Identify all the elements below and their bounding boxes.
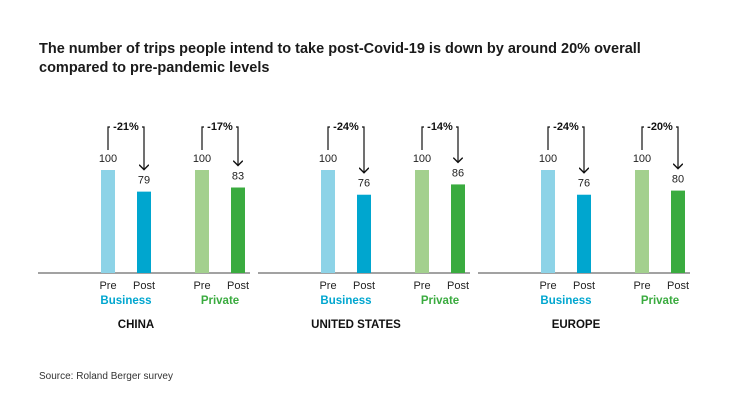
europe-private-pre-tick-label: Pre	[633, 280, 650, 292]
china-private-pre-value-label: 100	[193, 153, 211, 165]
europe-private-post-bar	[671, 190, 685, 273]
united-states-private-change-label-bg	[424, 118, 456, 132]
china-business-change-label-bg	[110, 118, 142, 132]
china-private-change-label: -17%	[207, 121, 233, 133]
europe-business-change-arrow	[547, 126, 584, 173]
china-business-pre-value-label: 100	[99, 153, 117, 165]
europe-region-label: EUROPE	[552, 319, 601, 331]
europe-business-post-tick-label: Post	[573, 280, 595, 292]
europe-private-post-tick-label: Post	[667, 280, 689, 292]
china-private-pre-bar	[195, 170, 209, 273]
china-business-post-tick-label: Post	[133, 280, 155, 292]
united-states-private-pre-value-label: 100	[413, 153, 431, 165]
china-business-pre-tick-label: Pre	[99, 280, 116, 292]
china-private-pre-tick-label: Pre	[193, 280, 210, 292]
united-states-private-pre-tick-label: Pre	[413, 280, 430, 292]
united-states-private-group-label: Private	[421, 295, 459, 307]
united-states-business-group-label: Business	[320, 295, 371, 307]
united-states-region-label: UNITED STATES	[311, 319, 401, 331]
europe-business-group-label: Business	[540, 295, 591, 307]
united-states-business-pre-tick-label: Pre	[319, 280, 336, 292]
china-private-post-tick-label: Post	[227, 280, 249, 292]
europe-business-post-bar	[577, 194, 591, 273]
europe-private-pre-value-label: 100	[633, 153, 651, 165]
china-private-post-bar	[231, 187, 245, 273]
united-states-private-post-bar	[451, 184, 465, 273]
china-business-pre-bar	[101, 170, 115, 273]
china-business-post-value-label: 79	[138, 175, 150, 187]
united-states-private-post-value-label: 86	[452, 167, 464, 179]
europe-business-post-value-label: 76	[578, 178, 590, 190]
china-region-label: CHINA	[118, 319, 154, 331]
china-business-change-label: -21%	[113, 121, 139, 133]
europe-private-post-value-label: 80	[672, 174, 684, 186]
europe-business-change-label: -24%	[553, 121, 579, 133]
united-states-business-post-tick-label: Post	[353, 280, 375, 292]
europe-private-change-label: -20%	[647, 121, 673, 133]
europe-business-pre-value-label: 100	[539, 153, 557, 165]
china-private-post-value-label: 83	[232, 171, 244, 183]
united-states-business-change-arrow	[327, 126, 364, 173]
united-states-business-change-label-bg	[330, 118, 362, 132]
united-states-business-post-bar	[357, 194, 371, 273]
chart-title: The number of trips people intend to tak…	[39, 41, 641, 76]
united-states-private-change-label: -14%	[427, 121, 453, 133]
europe-business-pre-bar	[541, 170, 555, 273]
united-states-private-pre-bar	[415, 170, 429, 273]
europe-private-group-label: Private	[641, 295, 679, 307]
united-states-business-change-label: -24%	[333, 121, 359, 133]
europe-business-pre-tick-label: Pre	[539, 280, 556, 292]
china-business-post-bar	[137, 191, 151, 273]
europe-business-change-label-bg	[550, 118, 582, 132]
china-private-change-label-bg	[204, 118, 236, 132]
source-note: Source: Roland Berger survey	[39, 371, 173, 382]
united-states-business-pre-value-label: 100	[319, 153, 337, 165]
china-business-group-label: Business	[100, 295, 151, 307]
europe-private-change-label-bg	[644, 118, 676, 132]
united-states-business-post-value-label: 76	[358, 178, 370, 190]
united-states-business-pre-bar	[321, 170, 335, 273]
china-private-group-label: Private	[201, 295, 239, 307]
europe-private-pre-bar	[635, 170, 649, 273]
united-states-private-post-tick-label: Post	[447, 280, 469, 292]
